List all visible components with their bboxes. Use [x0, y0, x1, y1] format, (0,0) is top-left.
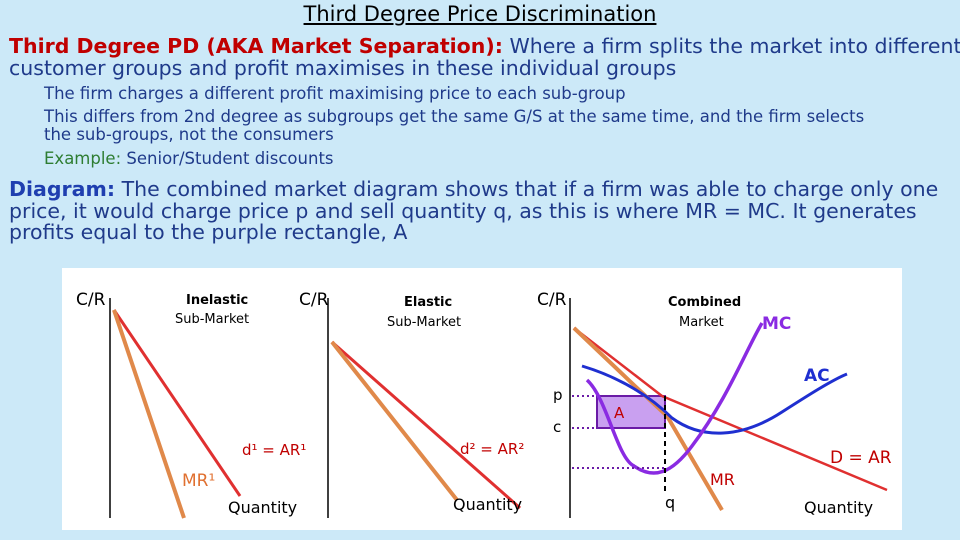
mc-curve [585, 322, 764, 475]
definition-line-2: customer groups and profit maximises in … [9, 56, 677, 80]
panel2-x-axis-label: Quantity [453, 495, 523, 514]
panel2-demand-curve [331, 340, 521, 510]
panel1-title: Inelastic [186, 293, 249, 308]
point-1: The firm charges a different profit maxi… [44, 84, 626, 103]
definition-text: Where a firm splits the market into diff… [502, 34, 960, 58]
panel1-x-axis-label: Quantity [228, 498, 298, 517]
point-2: This differs from 2nd degree as subgroup… [44, 107, 865, 126]
panel3-y-axis-label: C/R [537, 290, 567, 310]
panel3-demand-curve [573, 327, 888, 492]
quantity-label: q [665, 493, 676, 512]
diagram-heading: Diagram: [9, 177, 116, 201]
example-text: Senior/Student discounts [121, 149, 334, 168]
price-discrimination-diagram: C/R Inelastic Sub-Market d¹ = AR¹ MR¹ Qu… [62, 268, 902, 530]
price-label: p [553, 386, 563, 404]
panel2-mr-curve [330, 340, 459, 502]
example-line: Example: Senior/Student discounts [44, 149, 334, 168]
panel1-subtitle: Sub-Market [175, 312, 250, 327]
panel1-mr-curve [112, 309, 186, 519]
example-label: Example: [44, 149, 122, 168]
panel2-title: Elastic [404, 295, 453, 310]
panel3-subtitle: Market [679, 315, 724, 330]
point-2-cont: the sub-groups, not the consumers [44, 125, 334, 144]
diagram-svg [109, 298, 888, 519]
diagram-line-2: price, it would charge price p and sell … [9, 199, 917, 223]
cost-label: c [553, 418, 562, 436]
panel3-demand-label: D = AR [830, 448, 892, 468]
panel1-mr-label: MR¹ [182, 471, 216, 491]
panel2-demand-label: d² = AR² [460, 440, 525, 458]
ac-label: AC [804, 366, 830, 386]
panel1-demand-label: d¹ = AR¹ [242, 441, 307, 459]
diagram-line-1: Diagram: The combined market diagram sho… [9, 178, 938, 201]
diagram-line-3: profits equal to the purple rectangle, A [9, 220, 408, 244]
panel2-subtitle: Sub-Market [387, 315, 462, 330]
page-title: Third Degree Price Discrimination [303, 2, 657, 26]
profit-area-label: A [614, 404, 625, 422]
panel1-demand-curve [112, 309, 242, 497]
definition-line-1: Third Degree PD (AKA Market Separation):… [9, 35, 960, 58]
ac-curve [581, 364, 848, 435]
mc-label: MC [762, 314, 792, 334]
definition-heading: Third Degree PD (AKA Market Separation): [9, 34, 503, 58]
panel3-x-axis-label: Quantity [804, 498, 874, 517]
diagram-text: The combined market diagram shows that i… [115, 177, 939, 201]
panel3-title: Combined [668, 295, 742, 310]
panel2-y-axis-label: C/R [299, 290, 329, 310]
panel1-y-axis-label: C/R [76, 290, 106, 310]
panel3-mr-label: MR [710, 470, 735, 489]
